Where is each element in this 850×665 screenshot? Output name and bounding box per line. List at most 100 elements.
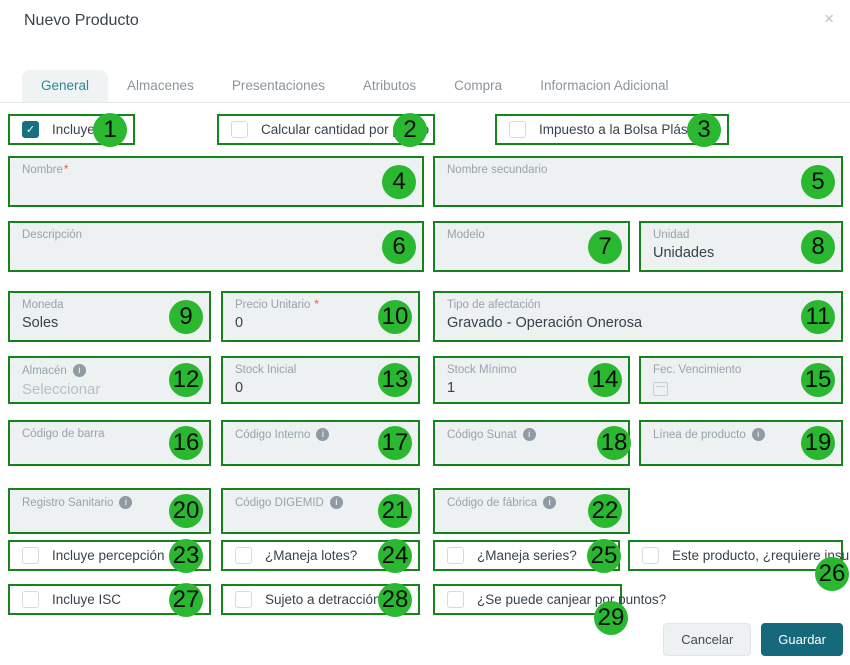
som-mark-17: 17 bbox=[378, 426, 412, 460]
som-mark-16: 16 bbox=[169, 426, 203, 460]
som-mark-21: 21 bbox=[378, 494, 412, 528]
field-tipo-de-afectacion[interactable]: Tipo de afectación Gravado - Operación O… bbox=[435, 293, 841, 340]
tab-informacion-adicional[interactable]: Informacion Adicional bbox=[540, 78, 669, 93]
checkbox-unchecked-icon[interactable] bbox=[642, 547, 659, 564]
info-icon[interactable]: i bbox=[316, 428, 330, 441]
annotation-box: Stock Mínimo 1 14 bbox=[433, 356, 630, 404]
field-descripcion[interactable]: Descripción bbox=[10, 223, 422, 270]
checkbox-label: ¿Maneja lotes? bbox=[265, 548, 358, 563]
info-icon[interactable]: i bbox=[543, 496, 557, 509]
annotation-box: Calcular cantidad por precio 2 bbox=[217, 112, 435, 147]
annotation-box: Fec. Vencimiento 15 bbox=[639, 356, 843, 404]
som-mark-22: 22 bbox=[588, 494, 622, 528]
field-label: Nombre bbox=[22, 164, 63, 176]
annotation-box: Impuesto a la Bolsa Plástica 3 bbox=[495, 112, 729, 147]
som-mark-11: 11 bbox=[801, 299, 835, 334]
annotation-box: Sujeto a detracción 28 bbox=[221, 582, 420, 617]
annotation-box: Nombre secundario 5 bbox=[433, 156, 843, 207]
field-nombre[interactable]: Nombre * bbox=[10, 158, 422, 205]
som-mark-14: 14 bbox=[588, 363, 622, 397]
field-label: Almacén bbox=[22, 364, 67, 377]
som-mark-29: 29 bbox=[594, 601, 628, 635]
required-marker: * bbox=[63, 164, 69, 176]
checkbox-unchecked-icon[interactable] bbox=[447, 591, 464, 608]
som-mark-13: 13 bbox=[378, 363, 412, 397]
checkbox-label: Incluye ISC bbox=[52, 592, 122, 607]
info-icon[interactable]: i bbox=[119, 496, 133, 509]
som-mark-7: 7 bbox=[588, 229, 622, 264]
field-label: Stock Inicial bbox=[235, 364, 297, 376]
som-mark-15: 15 bbox=[801, 363, 835, 397]
tab-general[interactable]: General bbox=[22, 70, 109, 102]
field-label: Nombre secundario bbox=[447, 164, 548, 176]
field-label: Precio Unitario bbox=[235, 299, 311, 311]
field-value: Soles bbox=[22, 315, 59, 331]
checkbox-unchecked-icon[interactable] bbox=[22, 591, 39, 608]
checkbox-unchecked-icon[interactable] bbox=[509, 121, 526, 138]
som-mark-10: 10 bbox=[378, 299, 412, 334]
tab-bar: General Almacenes Presentaciones Atribut… bbox=[0, 70, 850, 103]
annotation-box: Línea de producto i 19 bbox=[639, 420, 843, 466]
som-mark-2: 2 bbox=[393, 112, 427, 147]
annotation-box: Código de barra 16 bbox=[8, 420, 211, 466]
som-mark-6: 6 bbox=[382, 229, 416, 264]
checkbox-unchecked-icon[interactable] bbox=[447, 547, 464, 564]
annotation-box: Precio Unitario * 0 10 bbox=[221, 291, 420, 342]
tab-almacenes[interactable]: Almacenes bbox=[127, 78, 194, 93]
checkbox-checked-icon[interactable]: ✓ bbox=[22, 121, 39, 138]
annotation-box: ¿Se puede canjear por puntos? 29 bbox=[433, 584, 666, 635]
annotation-box: Código Sunat i 18 bbox=[433, 420, 631, 466]
field-label: Stock Mínimo bbox=[447, 364, 517, 376]
som-mark-24: 24 bbox=[378, 538, 412, 573]
info-icon[interactable]: i bbox=[751, 428, 765, 441]
tab-compra[interactable]: Compra bbox=[454, 78, 503, 93]
field-label: Código DIGEMID bbox=[235, 496, 324, 509]
annotation-box: Incluye ISC 27 bbox=[8, 582, 211, 617]
info-icon[interactable]: i bbox=[522, 428, 536, 441]
checkbox-label: ¿Maneja series? bbox=[477, 548, 577, 563]
annotation-box: Nombre * 4 bbox=[8, 156, 424, 207]
info-icon[interactable]: i bbox=[329, 496, 343, 509]
field-label: Código Interno bbox=[235, 428, 311, 441]
calendar-icon[interactable] bbox=[653, 382, 668, 396]
field-value: 0 bbox=[235, 315, 244, 331]
annotation-box: Almacén i Seleccionar 12 bbox=[8, 356, 211, 404]
checkbox-unchecked-icon[interactable] bbox=[235, 591, 252, 608]
som-mark-27: 27 bbox=[169, 582, 203, 617]
annotation-box: Código Interno i 17 bbox=[221, 420, 420, 466]
checkbox-requiere-insumos[interactable]: Este producto, ¿requiere insumos? bbox=[630, 542, 850, 569]
required-marker: * bbox=[314, 299, 319, 311]
cancel-button[interactable]: Cancelar bbox=[663, 623, 752, 656]
tab-atributos[interactable]: Atributos bbox=[362, 78, 417, 93]
checkbox-unchecked-icon[interactable] bbox=[235, 547, 252, 564]
som-mark-8: 8 bbox=[801, 229, 835, 264]
annotation-box: ¿Maneja series? 25 bbox=[433, 538, 621, 573]
field-label: Descripción bbox=[22, 229, 83, 241]
checkbox-canjear-por-puntos[interactable]: ¿Se puede canjear por puntos? bbox=[435, 586, 666, 613]
som-mark-9: 9 bbox=[169, 299, 203, 334]
checkbox-unchecked-icon[interactable] bbox=[231, 121, 248, 138]
field-value: 1 bbox=[447, 380, 456, 396]
field-codigo-sunat[interactable]: Código Sunat i bbox=[435, 422, 628, 464]
annotation-box: Unidad Unidades 8 bbox=[639, 221, 843, 272]
modal-footer: Cancelar Guardar bbox=[7, 623, 843, 656]
info-icon[interactable]: i bbox=[72, 364, 86, 377]
tab-presentaciones[interactable]: Presentaciones bbox=[231, 78, 325, 93]
annotation-box: Código de fábrica i 22 bbox=[433, 488, 630, 534]
checkbox-label: Este producto, ¿requiere insumos? bbox=[672, 548, 850, 563]
save-button[interactable]: Guardar bbox=[761, 623, 843, 656]
checkbox-unchecked-icon[interactable] bbox=[22, 547, 39, 564]
checkbox-label: Impuesto a la Bolsa Plástica bbox=[539, 122, 709, 137]
checkbox-label: Sujeto a detracción bbox=[265, 592, 381, 607]
close-icon[interactable]: × bbox=[824, 9, 834, 28]
checkbox-label: Incluye percepción bbox=[52, 548, 165, 563]
annotation-box: Stock Inicial 0 13 bbox=[221, 356, 420, 404]
checkbox-label: Calcular cantidad por precio bbox=[261, 122, 430, 137]
field-label: Código de fábrica bbox=[447, 496, 538, 509]
field-label: Moneda bbox=[22, 299, 64, 311]
checkbox-label: ¿Se puede canjear por puntos? bbox=[477, 592, 667, 607]
modal-header: Nuevo Producto × bbox=[0, 0, 850, 30]
annotation-box: Moneda Soles 9 bbox=[8, 291, 211, 342]
field-nombre-secundario[interactable]: Nombre secundario bbox=[435, 158, 841, 205]
